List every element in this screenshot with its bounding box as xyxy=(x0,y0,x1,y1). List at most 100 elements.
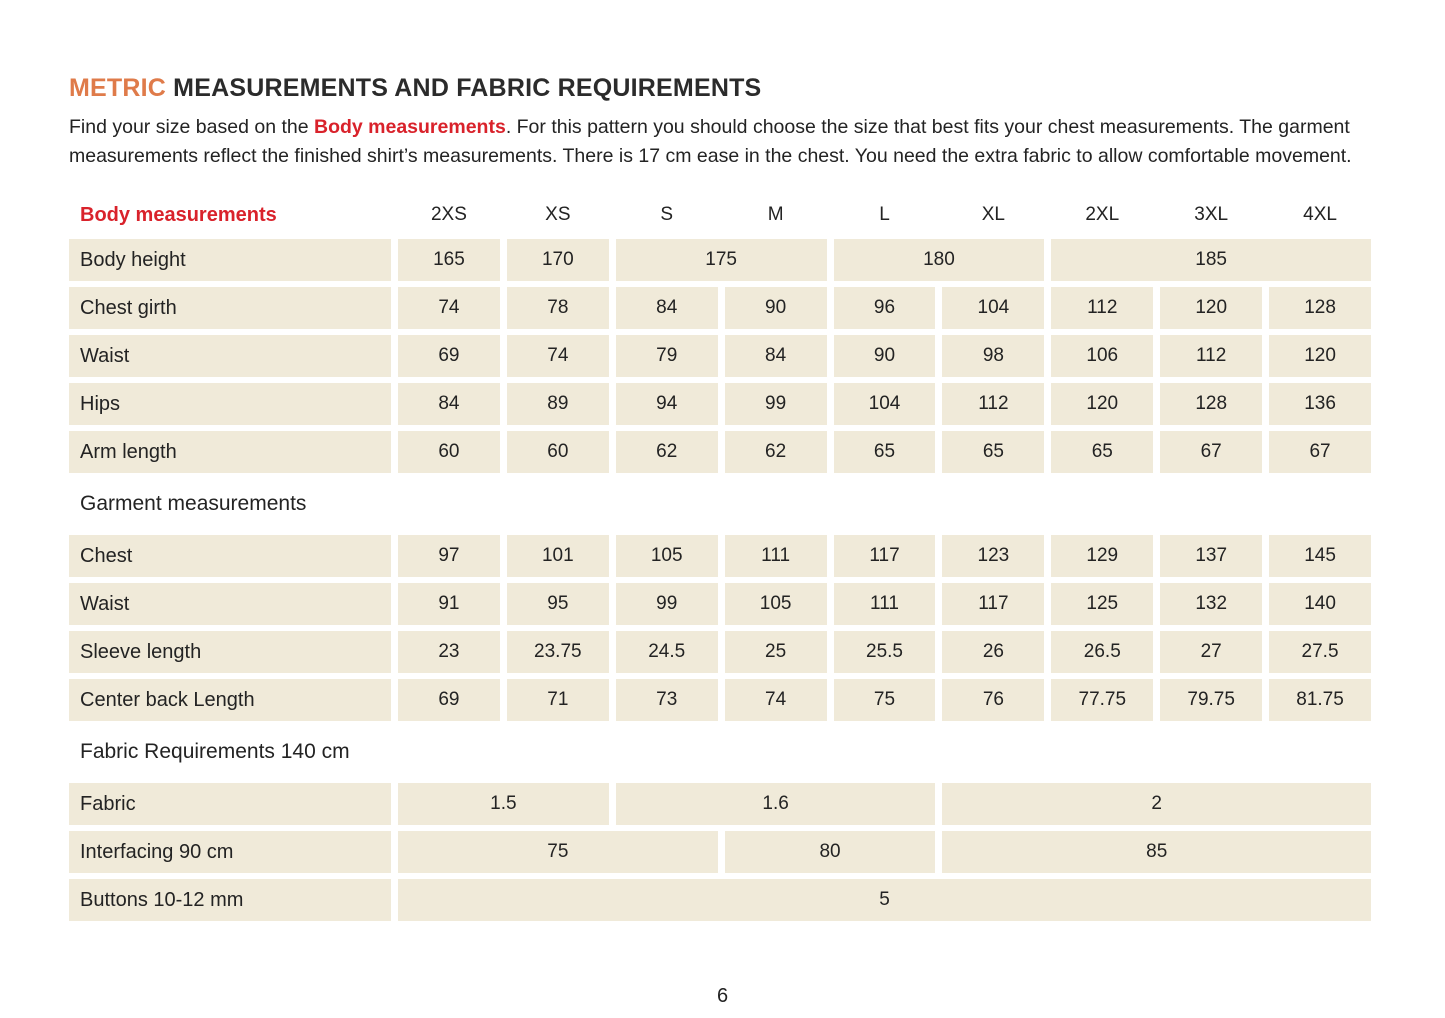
data-cell: 95 xyxy=(506,583,609,625)
data-cell: 112 xyxy=(942,383,1045,425)
data-cell: 73 xyxy=(615,679,718,721)
data-cell: 120 xyxy=(1269,335,1371,377)
data-cell: 85 xyxy=(942,831,1371,873)
data-cell: 120 xyxy=(1160,287,1263,329)
data-cell: 99 xyxy=(724,383,827,425)
data-cell: 112 xyxy=(1051,287,1154,329)
data-cell: 81.75 xyxy=(1269,679,1371,721)
size-column-header: 3XL xyxy=(1194,204,1229,225)
data-cell: 175 xyxy=(615,239,827,281)
data-cell: 74 xyxy=(398,287,500,329)
size-column-header: L xyxy=(879,204,890,225)
data-cell: 23.75 xyxy=(506,631,609,673)
title-rest: MEASUREMENTS AND FABRIC REQUIREMENTS xyxy=(166,74,762,102)
data-cell: 90 xyxy=(833,335,936,377)
row-label: Center back Length xyxy=(69,679,391,721)
data-cell: 25.5 xyxy=(833,631,936,673)
data-cell: 89 xyxy=(506,383,609,425)
data-cell: 97 xyxy=(398,535,500,577)
data-cell: 26.5 xyxy=(1051,631,1154,673)
data-cell: 101 xyxy=(506,535,609,577)
data-cell: 145 xyxy=(1269,535,1371,577)
data-cell: 5 xyxy=(398,879,1371,921)
data-cell: 71 xyxy=(506,679,609,721)
data-cell: 125 xyxy=(1051,583,1154,625)
data-cell: 106 xyxy=(1051,335,1154,377)
data-cell: 140 xyxy=(1269,583,1371,625)
data-cell: 132 xyxy=(1160,583,1263,625)
data-cell: 128 xyxy=(1269,287,1371,329)
title-highlight: METRIC xyxy=(69,74,167,102)
data-cell: 74 xyxy=(506,335,609,377)
data-cell: 78 xyxy=(506,287,609,329)
data-cell: 24.5 xyxy=(615,631,718,673)
data-cell: 80 xyxy=(724,831,936,873)
data-cell: 76 xyxy=(942,679,1045,721)
data-cell: 60 xyxy=(398,431,500,473)
size-column-header: 2XS xyxy=(430,204,467,225)
row-label: Hips xyxy=(69,383,391,425)
data-cell: 180 xyxy=(833,239,1045,281)
size-column-header: S xyxy=(660,204,674,225)
data-cell: 111 xyxy=(833,583,936,625)
intro-bold-term: Body measurements xyxy=(313,116,506,138)
row-label: Waist xyxy=(69,335,391,377)
row-label: Arm length xyxy=(69,431,391,473)
data-cell: 136 xyxy=(1269,383,1371,425)
size-column-header: M xyxy=(767,204,784,225)
data-cell: 1.6 xyxy=(615,783,936,825)
page-number: 6 xyxy=(716,985,729,1007)
data-cell: 117 xyxy=(833,535,936,577)
data-cell: 105 xyxy=(724,583,827,625)
data-cell: 94 xyxy=(615,383,718,425)
data-cell: 62 xyxy=(724,431,827,473)
data-cell: 129 xyxy=(1051,535,1154,577)
data-cell: 67 xyxy=(1160,431,1263,473)
data-cell: 1.5 xyxy=(398,783,609,825)
data-cell: 77.75 xyxy=(1051,679,1154,721)
row-label: Fabric xyxy=(69,783,391,825)
data-cell: 90 xyxy=(724,287,827,329)
data-cell: 120 xyxy=(1051,383,1154,425)
data-cell: 137 xyxy=(1160,535,1263,577)
row-label: Chest girth xyxy=(69,287,391,329)
data-cell: 60 xyxy=(506,431,609,473)
data-cell: 69 xyxy=(398,335,500,377)
data-cell: 75 xyxy=(833,679,936,721)
data-cell: 165 xyxy=(398,239,500,281)
data-cell: 26 xyxy=(942,631,1045,673)
data-cell: 91 xyxy=(398,583,500,625)
data-cell: 98 xyxy=(942,335,1045,377)
table-header-label: Body measurements xyxy=(80,203,277,226)
size-column-header: 4XL xyxy=(1303,204,1337,225)
data-cell: 84 xyxy=(615,287,718,329)
data-cell: 117 xyxy=(942,583,1045,625)
section-heading: Fabric Requirements 140 cm xyxy=(80,740,350,763)
row-label: Waist xyxy=(69,583,391,625)
row-label: Sleeve length xyxy=(69,631,391,673)
page-title: METRIC MEASUREMENTS AND FABRIC REQUIREME… xyxy=(69,74,1376,103)
data-cell: 104 xyxy=(942,287,1045,329)
data-cell: 112 xyxy=(1160,335,1263,377)
row-label: Buttons 10-12 mm xyxy=(69,879,391,921)
intro-text-before: Find your size based on the xyxy=(69,116,314,138)
data-cell: 79.75 xyxy=(1160,679,1263,721)
data-cell: 65 xyxy=(833,431,936,473)
data-cell: 79 xyxy=(615,335,718,377)
intro-paragraph: Find your size based on the Body measure… xyxy=(69,113,1376,171)
data-cell: 84 xyxy=(398,383,500,425)
row-label: Interfacing 90 cm xyxy=(69,831,391,873)
data-cell: 65 xyxy=(1051,431,1154,473)
data-cell: 128 xyxy=(1160,383,1263,425)
data-cell: 75 xyxy=(398,831,718,873)
intro-text-after: . For this pattern you should choose the… xyxy=(69,116,1352,167)
size-table: Body measurements 2XS XS S M L XL 2XL 3XL 4XL Body… xyxy=(69,197,1371,921)
data-cell: 111 xyxy=(724,535,827,577)
data-cell: 27.5 xyxy=(1269,631,1371,673)
size-column-header: 2XL xyxy=(1085,204,1120,225)
data-cell: 62 xyxy=(615,431,718,473)
data-cell: 123 xyxy=(942,535,1045,577)
data-cell: 99 xyxy=(615,583,718,625)
data-cell: 185 xyxy=(1051,239,1371,281)
data-cell: 105 xyxy=(615,535,718,577)
